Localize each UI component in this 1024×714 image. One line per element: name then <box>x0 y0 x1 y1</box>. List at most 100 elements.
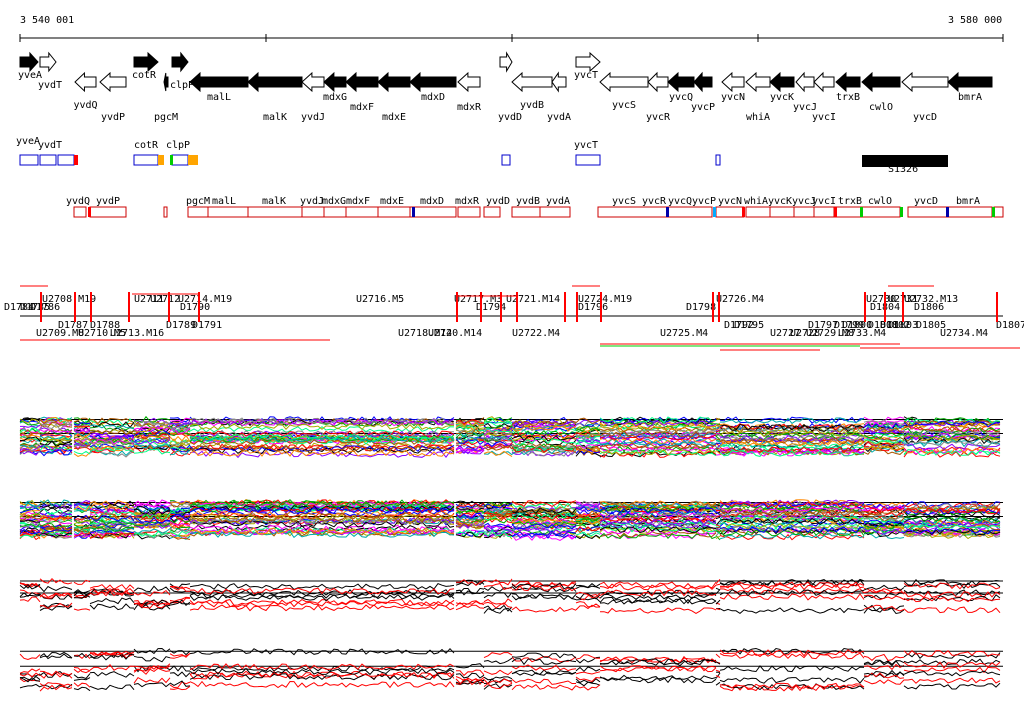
segment-label-top: U2716.M5 <box>356 294 404 305</box>
segment-label-bottom: D1802 <box>880 320 910 331</box>
gene-label-pgcM: pgcM <box>154 112 178 123</box>
gene-arrow-yvdB <box>511 71 553 93</box>
tu-label-yvci: yvcI <box>812 196 836 207</box>
gene-arrow-yvcS <box>599 71 649 93</box>
tu-label-yvdb: yvdB <box>516 196 540 207</box>
tu-label-yvcn: yvcN <box>718 196 742 207</box>
gene-label-bmrA: bmrA <box>958 92 982 103</box>
profile-trace <box>19 649 1001 691</box>
tu-box <box>993 206 1004 218</box>
utr-box <box>715 154 721 166</box>
segment-break <box>90 292 92 322</box>
utr-box <box>575 154 601 166</box>
gene-arrow-mdxG <box>323 71 347 93</box>
gene-arrow-yvdQ <box>74 71 97 93</box>
segment-break <box>198 292 200 322</box>
segment-label-bottom: D1801 <box>868 320 898 331</box>
segment-label-bottom: D1800 <box>842 320 872 331</box>
segment-label-top: U2717.M3 <box>454 294 502 305</box>
tu-label-cwlo: cwlO <box>868 196 892 207</box>
profile-trace <box>19 579 1001 615</box>
gene-arrow-mdxF <box>345 71 379 93</box>
segment-label-bottom: U2729.M8 <box>806 328 854 339</box>
segment-break <box>718 292 720 322</box>
gene-label-yveA: yveA <box>18 70 42 81</box>
segment-label-top: D1790 <box>180 302 210 313</box>
profile-trace <box>19 578 1001 614</box>
segment-label-top: U2721.M14 <box>506 294 560 305</box>
expression-profile-tracks <box>19 415 1003 692</box>
tu-box <box>323 206 347 218</box>
gene-arrow-yvcQ <box>667 71 695 93</box>
tu-mark <box>946 207 949 217</box>
profile-trace <box>19 577 1001 614</box>
tu-label-mdxr: mdxR <box>455 196 480 207</box>
tu-box <box>457 206 481 218</box>
utr-label-clpp: clpP <box>166 140 190 151</box>
segment-label-bottom: D1788 <box>90 320 120 331</box>
segment-label-bottom: D1795 <box>734 320 764 331</box>
segment-break <box>128 292 130 322</box>
gene-label-yvdT: yvdT <box>38 80 62 91</box>
ruler-end-label: 3 580 000 <box>948 15 1002 26</box>
tu-label-yvcq: yvcQ <box>668 196 692 207</box>
gene-label-yvcK: yvcK <box>770 92 794 103</box>
gene-arrow-yvcK <box>769 71 795 93</box>
segment-label-bottom: U2725.M4 <box>660 328 708 339</box>
segment-label-bottom: U2709.M8 <box>36 328 84 339</box>
segment-label-bottom: U2733.M4 <box>838 328 886 339</box>
gene-label-whiA: whiA <box>746 112 770 123</box>
segment-break <box>884 292 886 322</box>
tu-box <box>833 206 863 218</box>
utr-box <box>19 154 39 166</box>
gene-arrow-yvdP <box>99 71 127 93</box>
segment-label-top: D1796 <box>578 302 608 313</box>
tu-label-yvcd: yvcD <box>914 196 938 207</box>
tu-box <box>813 206 835 218</box>
tu-box <box>409 206 457 218</box>
segment-label-top: U2730 <box>866 294 896 305</box>
gene-arrow-yvcN <box>721 71 745 93</box>
segment-break <box>600 292 602 322</box>
utr-region-s1326 <box>862 155 948 167</box>
utr-label-s1326: S1326 <box>888 164 918 175</box>
expression-panel-4 <box>19 647 1003 692</box>
tu-label-yvdj: yvdJ <box>300 196 324 207</box>
gene-label-yvcR: yvcR <box>646 112 671 123</box>
ruler-start-label: 3 540 001 <box>20 15 74 26</box>
gene-label-yvdA: yvdA <box>547 112 571 123</box>
segment-label-bottom: D1797 <box>808 320 838 331</box>
gene-arrow-pgcM <box>163 72 169 92</box>
tu-box <box>907 206 949 218</box>
segment-label-top: U2726.M4 <box>716 294 764 305</box>
segment-break <box>456 292 458 322</box>
segment-label-bottom: D1803 <box>888 320 918 331</box>
segment-label-top: D1784 <box>4 302 34 313</box>
profile-trace <box>19 652 1001 691</box>
gene-label-yvdQ: yvdQ <box>74 100 98 111</box>
tu-label-whia: whiA <box>744 196 768 207</box>
segment-break <box>564 292 566 322</box>
segment-label-bottom: D1799 <box>834 320 864 331</box>
tu-box <box>745 206 771 218</box>
tu-label-malk: malK <box>262 196 286 207</box>
segment-break <box>516 292 518 322</box>
tu-label-pgcm: pgcM <box>186 196 210 207</box>
segment-label-bottom: D1807 <box>996 320 1024 331</box>
gene-arrow-yvcP <box>693 71 713 93</box>
tu-label-yvcj: yvcJ <box>792 196 816 207</box>
segment-label-bottom: U2720.M14 <box>428 328 482 339</box>
gene-arrow-yvdD <box>499 51 513 73</box>
segment-label-top: U2732.M13 <box>904 294 958 305</box>
gene-arrow-whiA <box>745 71 771 93</box>
tu-box <box>511 206 541 218</box>
utr-box <box>133 154 159 166</box>
expression-panel-1 <box>19 415 1003 459</box>
gene-label-cotR: cotR <box>132 70 157 81</box>
tu-box <box>947 206 993 218</box>
tu-box <box>861 206 901 218</box>
